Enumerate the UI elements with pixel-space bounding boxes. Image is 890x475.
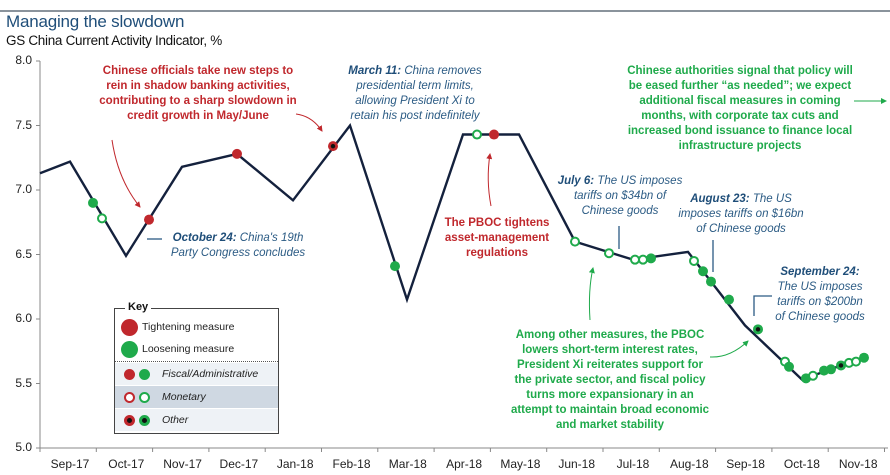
legend-item-fiscal: Fiscal/Administrative xyxy=(115,363,278,385)
loosening-dot-icon xyxy=(121,340,138,358)
marker-loosening-other xyxy=(753,324,763,335)
chart-subtitle: GS China Current Activity Indicator, % xyxy=(6,33,222,48)
x-tick-label: Aug-18 xyxy=(669,457,709,471)
annotation-march-11: March 11: China removes presidential ter… xyxy=(348,65,482,122)
legend-divider xyxy=(115,361,278,362)
x-tick-label: Jan-18 xyxy=(276,457,314,471)
arrow-pboc-tightens xyxy=(486,153,493,207)
event-markers xyxy=(88,129,869,384)
legend-item-loosening: Loosening measure xyxy=(115,339,278,359)
x-tick-label: Sep-17 xyxy=(50,457,90,471)
tightening-dot-icon xyxy=(121,318,138,336)
fiscal-red-dot-icon xyxy=(124,368,135,380)
marker-loosening-fiscal xyxy=(784,361,794,372)
marker-loosening-fiscal xyxy=(390,261,400,272)
annotation-august-23: August 23: The US imposes tariffs on $16… xyxy=(678,193,804,235)
marker-loosening-fiscal xyxy=(698,266,708,277)
y-tick-label: 8.0 xyxy=(15,53,32,67)
marker-loosening-fiscal xyxy=(88,197,98,208)
x-tick-label: Oct-18 xyxy=(783,457,820,471)
annotation-july-6: July 6: The US imposes tariffs on $34bn … xyxy=(557,175,683,217)
fiscal-green-dot-icon xyxy=(139,368,150,380)
legend-item-tightening: Tightening measure xyxy=(115,317,278,337)
arrow-pboc-lowers-sep xyxy=(709,340,749,358)
legend-title: Key xyxy=(125,301,152,313)
annotation-september-24: September 24: The US imposes tariffs on … xyxy=(775,266,865,323)
marker-loosening-monetary xyxy=(570,236,580,247)
marker-loosening-monetary xyxy=(638,254,648,265)
annotation-pboc-tightens: The PBOC tightens asset-management regul… xyxy=(444,217,550,259)
marker-loosening-fiscal xyxy=(859,352,869,363)
x-tick-label: Nov-17 xyxy=(163,457,202,471)
legend-key: Key Tightening measure Loosening measure… xyxy=(114,301,279,434)
marker-loosening-fiscal xyxy=(646,253,656,264)
axes xyxy=(36,60,888,452)
x-tick-label: Jun-18 xyxy=(558,457,596,471)
annotation-pboc-lowers: Among other measures, the PBOC lowers sh… xyxy=(510,329,710,431)
series-line xyxy=(39,122,867,381)
x-tick-label: Sep-18 xyxy=(726,457,765,471)
arrow-shadow-banking-oct xyxy=(111,139,141,208)
x-tick-label: Apr-18 xyxy=(446,457,483,471)
marker-loosening-monetary xyxy=(808,370,818,381)
chart-title: Managing the slowdown xyxy=(6,12,185,31)
marker-loosening-monetary xyxy=(689,255,699,266)
y-tick-label: 6.0 xyxy=(15,311,32,325)
legend-item-monetary: Monetary xyxy=(115,386,278,408)
leader-september-24 xyxy=(753,295,772,316)
y-tick-label: 5.0 xyxy=(15,440,32,454)
marker-loosening-fiscal xyxy=(724,294,734,305)
legend-item-other: Other xyxy=(115,409,278,431)
annotation-shadow-banking: Chinese officials take new steps to rein… xyxy=(99,65,297,122)
x-tick-label: Feb-18 xyxy=(332,457,371,471)
y-tick-label: 6.5 xyxy=(15,246,32,261)
marker-loosening-monetary xyxy=(97,213,107,224)
marker-loosening-fiscal xyxy=(826,364,836,375)
marker-tightening-fiscal xyxy=(489,129,499,140)
marker-loosening-other xyxy=(836,360,846,371)
marker-tightening-fiscal xyxy=(232,148,242,159)
y-tick-label: 7.0 xyxy=(15,182,32,196)
marker-loosening-monetary xyxy=(630,254,640,265)
marker-loosening-monetary xyxy=(472,129,482,140)
y-tick-label: 7.5 xyxy=(15,117,32,132)
annotation-arrows xyxy=(111,98,887,358)
x-tick-label: Jul-18 xyxy=(616,457,650,471)
x-tick-label: Nov-18 xyxy=(838,457,878,471)
other-green-dot-icon xyxy=(139,414,150,426)
marker-loosening-monetary xyxy=(851,356,861,367)
annotation-authorities-signal: Chinese authorities signal that policy w… xyxy=(627,65,853,152)
x-tick-label: Mar-18 xyxy=(388,457,427,471)
x-tick-label: Dec-17 xyxy=(219,457,259,471)
other-red-dot-icon xyxy=(124,414,135,426)
marker-tightening-other xyxy=(328,141,338,152)
x-tick-label: Oct-17 xyxy=(108,457,145,471)
x-tick-label: May-18 xyxy=(500,457,541,471)
marker-tightening-fiscal xyxy=(144,214,154,225)
marker-loosening-fiscal xyxy=(706,276,716,287)
marker-loosening-monetary xyxy=(604,248,614,259)
arrow-pboc-lowers-jul xyxy=(588,267,595,321)
monetary-green-ring-icon xyxy=(139,391,150,403)
y-tick-label: 5.5 xyxy=(15,375,32,390)
arrow-shadow-banking-jan xyxy=(295,113,323,132)
monetary-red-ring-icon xyxy=(124,391,135,403)
annotation-october-24: October 24: China's 19th Party Congress … xyxy=(170,232,306,259)
top-rule xyxy=(0,10,890,12)
